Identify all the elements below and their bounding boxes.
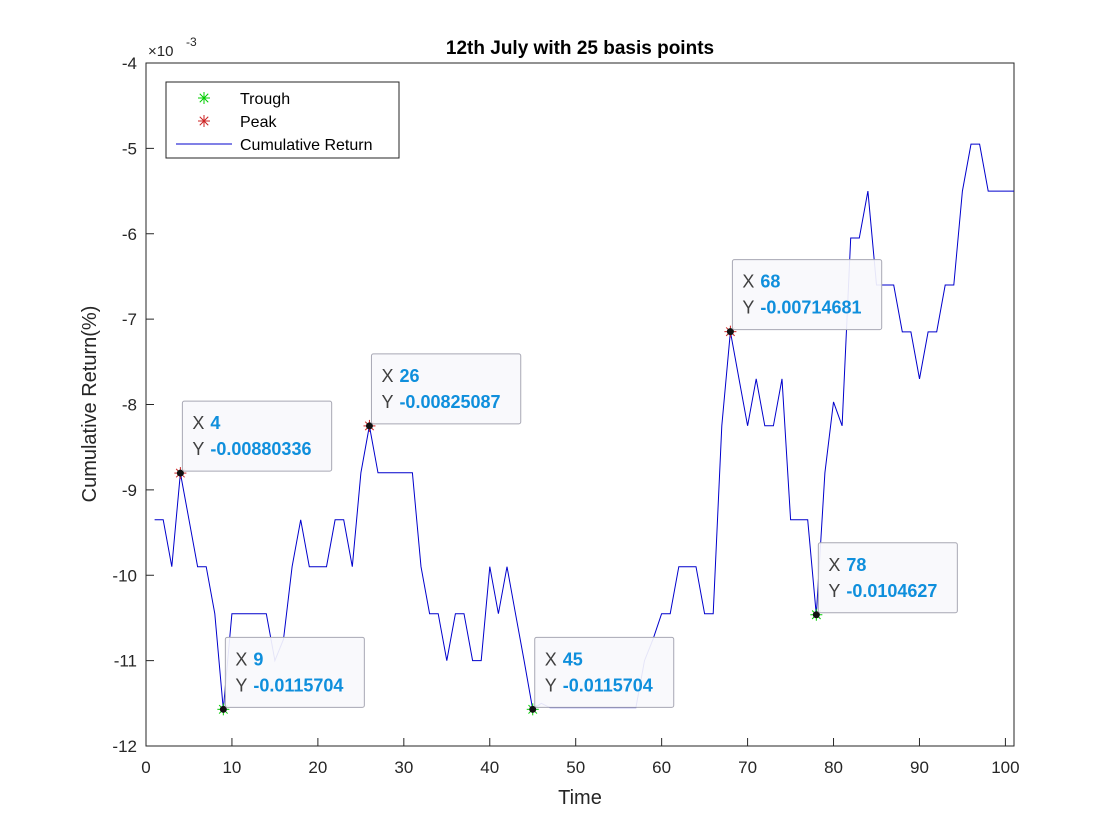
x-tick-label: 80 [824,758,843,777]
y-tick-label: -12 [112,737,137,756]
datatip-y-value: -0.00825087 [399,392,500,412]
x-tick-label: 60 [652,758,671,777]
datatip[interactable]: X 45 Y -0.0115704 [534,636,675,708]
x-tick-label: 100 [991,758,1019,777]
y-tick-label: -5 [122,139,137,158]
legend-label-trough: Trough [240,91,290,108]
legend[interactable]: Trough Peak Cumulative Return [165,81,400,159]
datatip-box [534,636,675,708]
y-exponent-label: ×10 [148,43,173,60]
datatip-point [529,705,537,713]
datatip-y-value: -0.00880336 [210,439,311,459]
datatip-x-key: X [828,555,840,575]
datatip[interactable]: X 78 Y -0.0104627 [817,542,958,614]
axis-ticks: 0 10 20 30 40 50 60 70 80 90 100 -12 -11 -10 -9 -8 -7 -6 -… [112,54,1019,777]
x-tick-label: 70 [738,758,757,777]
legend-trough-asterisk [198,92,210,104]
x-tick-label: 10 [222,758,241,777]
datatip-box [370,353,522,425]
datatip-box [731,259,883,331]
datatip-x-value: 78 [846,555,866,575]
legend-peak-asterisk [198,115,210,127]
datatip-y-key: Y [235,675,247,695]
datatip-x-value: 45 [563,649,583,669]
datatip-y-key: Y [742,298,754,318]
datatip-point [726,328,734,336]
datatip-x-key: X [192,413,204,433]
marker-layer [174,325,823,716]
legend-label-cumulative-return: Cumulative Return [240,137,373,154]
datatip-point [812,611,820,619]
x-tick-label: 20 [308,758,327,777]
datatip-y-value: -0.0115704 [563,675,653,695]
x-tick-label: 0 [141,758,150,777]
datatip-x-key: X [742,272,754,292]
datatip-x-value: 26 [399,366,419,386]
datatip-point [176,469,184,477]
y-tick-label: -7 [122,310,137,329]
datatip-point [219,705,227,713]
x-tick-label: 90 [910,758,929,777]
y-tick-label: -4 [122,54,137,73]
datatip[interactable]: X 4Y -0.00880336 [181,400,333,472]
y-exponent-power: -3 [186,35,197,49]
datatip-x-value: 68 [760,272,780,292]
datatip-y-key: Y [192,439,204,459]
x-tick-label: 40 [480,758,499,777]
y-tick-label: -11 [114,652,137,671]
y-tick-label: -9 [122,481,137,500]
y-tick-label: -10 [112,566,137,585]
datatip-x-value: 9 [253,649,263,669]
datatip-x-key: X [235,649,247,669]
datatip-y-key: Y [828,581,840,601]
datatip-y-value: -0.0104627 [846,581,937,601]
datatip-y-value: -0.0115704 [253,675,343,695]
x-tick-label: 30 [394,758,413,777]
datatip-y-key: Y [381,392,393,412]
chart-title: 12th July with 25 basis points [446,38,714,59]
y-axis-label: Cumulative Return(%) [79,306,101,503]
datatip-box [181,400,333,472]
datatip-box [817,542,958,614]
datatip[interactable]: X 68 Y -0.00714681 [731,259,883,331]
x-tick-label: 50 [566,758,585,777]
datatip[interactable]: X 26 Y -0.00825087 [370,353,522,425]
datatip-y-key: Y [545,675,557,695]
datatip-x-key: X [381,366,393,386]
datatip-y-value: -0.00714681 [760,298,861,318]
datatip-box [224,636,365,708]
datatip-x-key: X [545,649,557,669]
y-tick-label: -6 [122,225,137,244]
datatip-x-value: 4 [210,413,220,433]
y-tick-label: -8 [122,396,137,415]
datatip[interactable]: X 9Y -0.0115704 [224,636,365,708]
legend-label-peak: Peak [240,114,277,131]
legend-trough-asterisk-icon [198,92,210,104]
legend-peak-asterisk-icon [198,115,210,127]
datatip-point [365,422,373,430]
x-axis-label: Time [558,787,602,809]
